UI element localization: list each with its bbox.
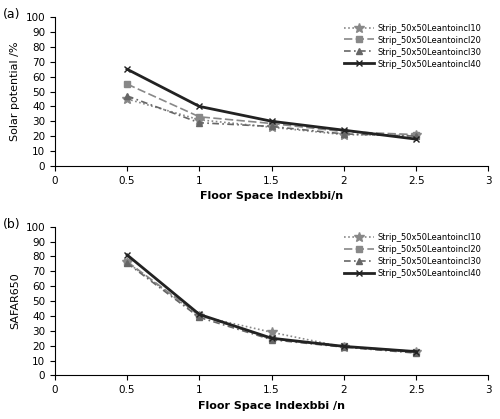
Strip_50x50Leantoincl40 — [268, 336, 274, 341]
Legend: Strip_50x50Leantoincl10, Strip_50x50Leantoincl20, Strip_50x50Leantoincl30, Strip: Strip_50x50Leantoincl10, Strip_50x50Lean… — [342, 21, 484, 71]
Strip_50x50Leantoincl30 — [341, 132, 347, 137]
Strip_50x50Leantoincl10 — [124, 260, 130, 265]
Strip_50x50Leantoincl10 — [196, 313, 202, 318]
Strip_50x50Leantoincl10 — [196, 117, 202, 122]
Strip_50x50Leantoincl10 — [268, 330, 274, 335]
Strip_50x50Leantoincl40 — [413, 137, 419, 142]
Strip_50x50Leantoincl20 — [196, 114, 202, 119]
Strip_50x50Leantoincl40 — [341, 128, 347, 133]
Strip_50x50Leantoincl30 — [124, 93, 130, 98]
Strip_50x50Leantoincl30 — [268, 124, 274, 129]
Strip_50x50Leantoincl30 — [124, 261, 130, 266]
X-axis label: Floor Space Indexbbi /n: Floor Space Indexbbi /n — [198, 401, 345, 411]
Strip_50x50Leantoincl40 — [413, 349, 419, 354]
Strip_50x50Leantoincl30 — [268, 337, 274, 342]
Strip_50x50Leantoincl20 — [413, 349, 419, 354]
Strip_50x50Leantoincl10 — [341, 344, 347, 349]
Strip_50x50Leantoincl10 — [268, 125, 274, 130]
Strip_50x50Leantoincl20 — [341, 344, 347, 349]
Line: Strip_50x50Leantoincl40: Strip_50x50Leantoincl40 — [124, 66, 420, 142]
Strip_50x50Leantoincl20 — [196, 313, 202, 318]
Strip_50x50Leantoincl40 — [196, 104, 202, 109]
Line: Strip_50x50Leantoincl20: Strip_50x50Leantoincl20 — [124, 81, 419, 137]
X-axis label: Floor Space Indexbbi/n: Floor Space Indexbbi/n — [200, 191, 343, 201]
Strip_50x50Leantoincl40 — [196, 312, 202, 317]
Strip_50x50Leantoincl30 — [413, 351, 419, 356]
Strip_50x50Leantoincl40 — [268, 119, 274, 124]
Strip_50x50Leantoincl30 — [341, 344, 347, 349]
Text: (a): (a) — [3, 8, 20, 21]
Line: Strip_50x50Leantoincl20: Strip_50x50Leantoincl20 — [124, 259, 419, 354]
Strip_50x50Leantoincl20 — [124, 259, 130, 264]
Legend: Strip_50x50Leantoincl10, Strip_50x50Leantoincl20, Strip_50x50Leantoincl30, Strip: Strip_50x50Leantoincl10, Strip_50x50Lean… — [342, 231, 484, 281]
Strip_50x50Leantoincl30 — [196, 120, 202, 125]
Text: (b): (b) — [3, 218, 20, 231]
Strip_50x50Leantoincl20 — [268, 121, 274, 126]
Strip_50x50Leantoincl20 — [413, 132, 419, 137]
Line: Strip_50x50Leantoincl10: Strip_50x50Leantoincl10 — [122, 94, 421, 140]
Strip_50x50Leantoincl20 — [341, 129, 347, 134]
Strip_50x50Leantoincl10 — [341, 132, 347, 137]
Line: Strip_50x50Leantoincl30: Strip_50x50Leantoincl30 — [124, 93, 419, 139]
Strip_50x50Leantoincl40 — [124, 67, 130, 72]
Strip_50x50Leantoincl40 — [341, 344, 347, 349]
Strip_50x50Leantoincl20 — [124, 82, 130, 87]
Strip_50x50Leantoincl30 — [413, 134, 419, 139]
Strip_50x50Leantoincl10 — [124, 96, 130, 101]
Strip_50x50Leantoincl30 — [196, 315, 202, 320]
Line: Strip_50x50Leantoincl10: Strip_50x50Leantoincl10 — [122, 257, 421, 357]
Line: Strip_50x50Leantoincl40: Strip_50x50Leantoincl40 — [124, 251, 420, 355]
Y-axis label: SAFAR650: SAFAR650 — [10, 273, 20, 329]
Line: Strip_50x50Leantoincl30: Strip_50x50Leantoincl30 — [124, 260, 419, 356]
Strip_50x50Leantoincl20 — [268, 336, 274, 341]
Y-axis label: Solar potential /%: Solar potential /% — [10, 42, 20, 141]
Strip_50x50Leantoincl40 — [124, 252, 130, 257]
Strip_50x50Leantoincl10 — [413, 133, 419, 138]
Strip_50x50Leantoincl10 — [413, 350, 419, 355]
